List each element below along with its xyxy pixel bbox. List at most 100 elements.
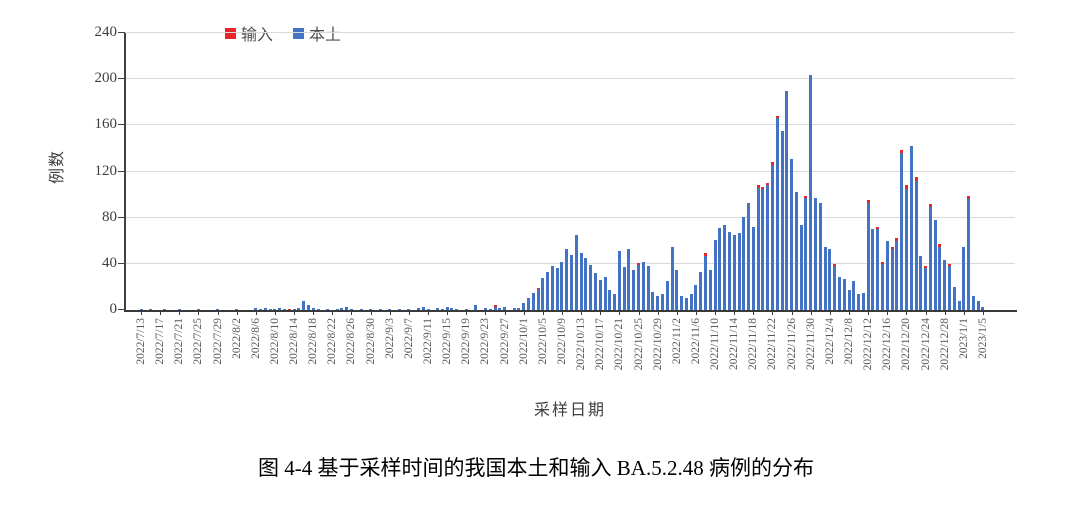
y-tick-mark	[118, 170, 125, 172]
bar-local	[546, 271, 550, 310]
bar-local	[909, 146, 913, 310]
bar	[895, 238, 899, 310]
bar	[349, 308, 353, 310]
x-tick-mark	[294, 310, 296, 315]
bar-local	[297, 307, 301, 310]
bar-local	[436, 307, 440, 310]
bar	[866, 200, 870, 310]
x-tick-label: 2022/10/29	[651, 318, 664, 371]
x-tick-label: 2022/11/14	[728, 318, 741, 370]
bar-local	[493, 306, 497, 310]
bar	[814, 198, 818, 310]
bar	[842, 278, 846, 310]
bar-imported	[775, 116, 779, 119]
bar-local	[163, 308, 167, 310]
bar	[651, 291, 655, 310]
x-tick-mark	[179, 310, 181, 315]
bar	[775, 116, 779, 310]
bar-local	[503, 306, 507, 310]
x-tick-label: 2022/9/7	[402, 318, 415, 359]
bar-local	[699, 271, 703, 310]
bar	[794, 192, 798, 310]
bar-local	[593, 273, 597, 310]
x-tick-label: 2022/11/6	[689, 318, 702, 365]
bar	[833, 263, 837, 310]
bar-local	[665, 281, 669, 310]
y-tick-mark	[118, 262, 125, 264]
x-tick-label: 2022/12/28	[938, 318, 951, 371]
bar	[976, 300, 980, 310]
bar	[517, 307, 521, 310]
bar	[574, 234, 578, 310]
x-tick-mark	[504, 310, 506, 315]
bar	[933, 219, 937, 310]
bar-local	[900, 153, 904, 310]
bar	[699, 271, 703, 310]
bar-local	[881, 263, 885, 310]
bar	[287, 308, 291, 310]
x-tick-mark	[734, 310, 736, 315]
bar-imported	[928, 203, 932, 208]
bar-local	[139, 308, 143, 310]
bar-local	[895, 240, 899, 310]
x-tick-label: 2022/7/13	[135, 318, 147, 365]
bar	[589, 265, 593, 310]
bar-local	[570, 254, 574, 310]
bar-local	[727, 231, 731, 310]
bar-imported	[890, 246, 894, 249]
bar	[852, 281, 856, 310]
x-tick-label: 2022/10/21	[613, 318, 626, 371]
bar	[837, 276, 841, 310]
bar-local	[421, 306, 425, 310]
bar-local	[579, 253, 583, 310]
bar-local	[273, 308, 277, 310]
bar	[675, 269, 679, 310]
bar-local	[775, 118, 779, 310]
bar-imported	[881, 261, 885, 264]
bar	[914, 177, 918, 310]
bar-local	[340, 307, 344, 310]
bar-local	[962, 246, 966, 310]
bar-local	[723, 224, 727, 310]
bar-local	[967, 199, 971, 310]
bar	[369, 308, 373, 310]
bar	[196, 308, 200, 310]
bar-local	[316, 308, 320, 310]
x-tick-mark	[810, 310, 812, 315]
x-tick-mark	[274, 310, 276, 315]
bar-local	[474, 305, 478, 310]
bar	[345, 306, 349, 310]
bar-local	[981, 306, 985, 310]
bar	[268, 308, 272, 310]
x-tick-label: 2022/11/10	[709, 318, 722, 370]
bar	[684, 298, 688, 310]
bar-local	[498, 307, 502, 310]
bar	[421, 306, 425, 310]
local-swatch-icon	[293, 27, 305, 39]
bar-local	[823, 246, 827, 310]
figure-caption: 图 4-4 基于采样时间的我国本土和输入 BA.5.2.48 病例的分布	[258, 456, 814, 480]
bar	[823, 246, 827, 310]
bar	[603, 276, 607, 310]
bar-imported	[833, 263, 837, 267]
bar	[727, 231, 731, 310]
bar	[617, 251, 621, 310]
bar-local	[680, 296, 684, 310]
y-tick-mark	[118, 78, 125, 80]
x-tick-mark	[198, 310, 200, 315]
x-tick-mark	[829, 310, 831, 315]
bar-local	[957, 300, 961, 310]
y-tick-label: 160	[94, 116, 118, 133]
bar	[512, 307, 516, 310]
bar	[613, 293, 617, 310]
bar	[962, 246, 966, 310]
bar	[416, 307, 420, 310]
x-tick-mark	[887, 310, 889, 315]
x-axis-title: 采样日期	[533, 402, 606, 419]
x-tick-label: 2022/7/29	[211, 318, 224, 365]
bar-local	[445, 306, 449, 310]
bar-imported	[895, 238, 899, 241]
bar	[957, 300, 961, 310]
legend-item-local: 本土	[293, 21, 341, 45]
